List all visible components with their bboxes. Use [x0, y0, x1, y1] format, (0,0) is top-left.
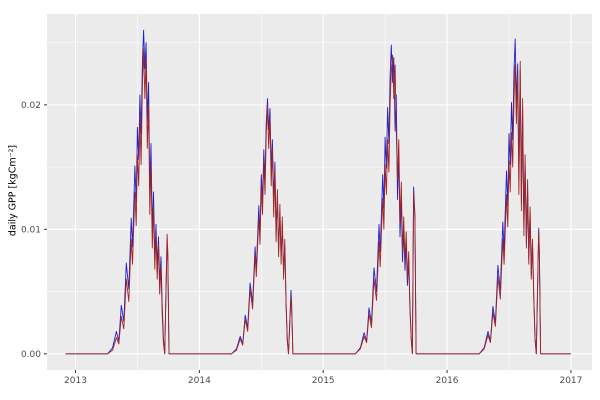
x-tick-label: 2016 [436, 376, 459, 386]
x-tick-label: 2017 [559, 376, 582, 386]
x-tick-label: 2015 [312, 376, 335, 386]
plot-background [47, 14, 592, 370]
x-tick-label: 2013 [64, 376, 87, 386]
y-tick-label: 0.01 [21, 225, 41, 235]
y-tick-label: 0.02 [21, 101, 41, 111]
x-tick-label: 2014 [188, 376, 211, 386]
y-tick-label: 0.00 [21, 350, 41, 360]
series-line-dark-red [65, 48, 571, 355]
